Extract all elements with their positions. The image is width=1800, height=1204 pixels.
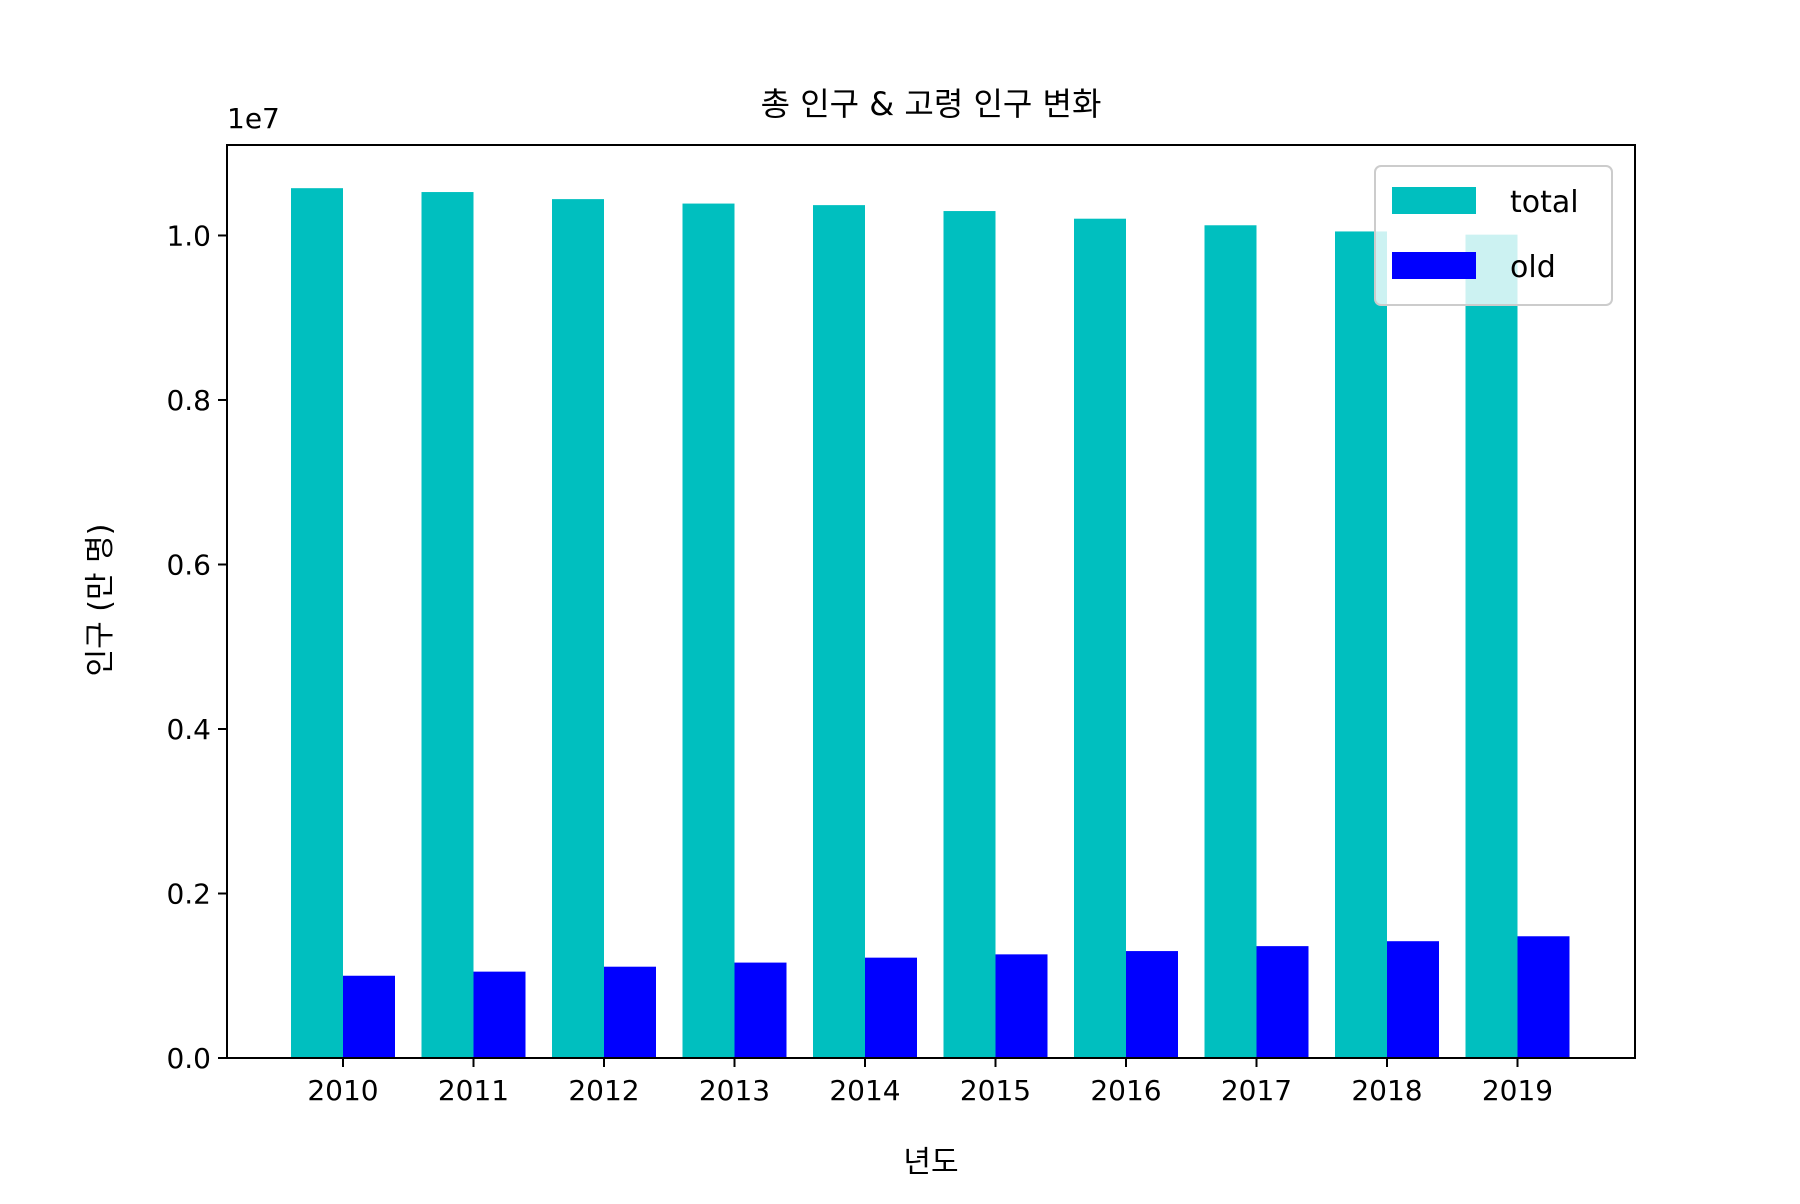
bar-old-2018 <box>1387 941 1439 1058</box>
y-tick-label: 0.0 <box>166 1042 211 1075</box>
y-ticks-group: 0.0 0.2 0.4 0.6 0.8 1.0 <box>166 219 227 1075</box>
bar-old-2010 <box>343 975 395 1058</box>
y-tick-label: 0.8 <box>166 384 211 417</box>
x-tick-label: 2013 <box>699 1074 770 1107</box>
legend: total old <box>1374 165 1613 306</box>
bar-old-2012 <box>604 966 656 1058</box>
bar-old-2016 <box>1126 951 1178 1058</box>
x-tick-label: 2017 <box>1221 1074 1292 1107</box>
bar-old-2017 <box>1256 946 1309 1058</box>
y-scale-label: 1e7 <box>227 102 280 135</box>
x-tick-label: 2014 <box>829 1074 900 1107</box>
bar-total-2014 <box>813 205 865 1058</box>
x-tick-label: 2019 <box>1482 1074 1553 1107</box>
plot-frame <box>226 144 1636 1059</box>
y-tick-label: 1.0 <box>166 219 211 252</box>
y-tick-label: 0.6 <box>166 548 211 581</box>
bar-old-2015 <box>995 954 1048 1058</box>
chart-title: 총 인구 & 고령 인구 변화 <box>761 85 1102 123</box>
bar-total-2013 <box>682 203 735 1058</box>
x-ticks-group: 2010 2011 2012 2013 2014 2015 2016 2017 2018 2019 <box>307 1058 1553 1107</box>
legend-label-old: old <box>1510 250 1556 285</box>
bar-old-2014 <box>865 957 917 1058</box>
x-axis-label: 년도 <box>903 1145 958 1180</box>
bar-total-2018 <box>1335 231 1387 1058</box>
bar-total-2015 <box>943 211 996 1058</box>
y-tick-label: 0.2 <box>166 877 211 910</box>
bar-total-2016 <box>1074 218 1126 1059</box>
x-tick-label: 2015 <box>960 1074 1031 1107</box>
x-tick-label: 2016 <box>1090 1074 1161 1107</box>
bar-total-2012 <box>552 199 604 1059</box>
legend-swatch-old <box>1392 252 1476 279</box>
bars-group <box>291 188 1570 1059</box>
bar-old-2011 <box>473 971 526 1058</box>
bar-total-2010 <box>291 188 343 1058</box>
legend-label-total: total <box>1510 185 1579 220</box>
x-tick-label: 2010 <box>307 1074 378 1107</box>
x-tick-label: 2018 <box>1351 1074 1422 1107</box>
bar-old-2019 <box>1517 936 1570 1058</box>
y-tick-label: 0.4 <box>166 713 211 746</box>
bar-old-2013 <box>734 962 787 1058</box>
bar-total-2011 <box>421 192 474 1059</box>
x-tick-label: 2012 <box>568 1074 639 1107</box>
bar-total-2019 <box>1465 234 1518 1058</box>
y-axis-label: 인구 (만 명) <box>83 524 118 677</box>
bar-total-2017 <box>1204 225 1257 1058</box>
legend-swatch-total <box>1392 187 1476 214</box>
x-tick-label: 2011 <box>438 1074 509 1107</box>
